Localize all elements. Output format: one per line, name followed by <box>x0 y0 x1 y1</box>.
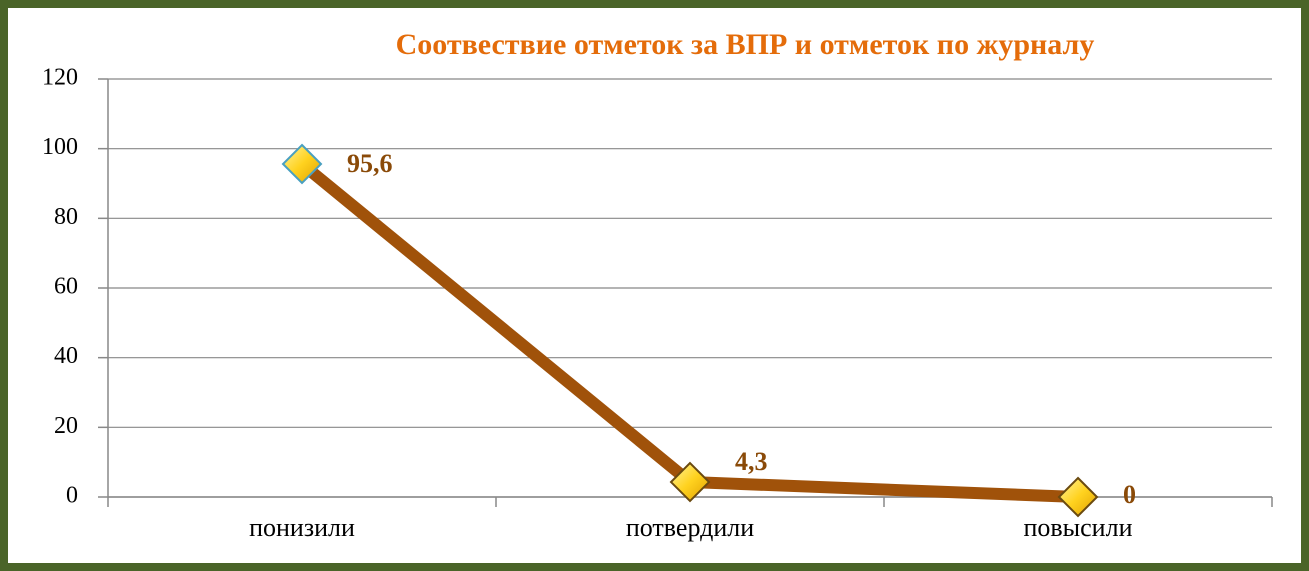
x-tick-label: потвердили <box>626 513 754 542</box>
data-label: 95,6 <box>347 149 393 178</box>
data-label: 0 <box>1123 480 1136 509</box>
y-tick-label: 120 <box>42 65 78 91</box>
x-tick-label: повысили <box>1023 513 1132 542</box>
chart-title: Соотвествие отметок за ВПР и отметок по … <box>396 28 1095 61</box>
y-tick-label: 20 <box>54 413 78 439</box>
marker <box>669 461 711 503</box>
y-tick-label: 80 <box>54 204 78 230</box>
y-tick-label: 40 <box>54 343 78 369</box>
y-tick-label: 100 <box>42 134 78 160</box>
y-tick-label: 60 <box>54 274 78 300</box>
x-tick-label: понизили <box>249 513 355 542</box>
data-label: 4,3 <box>735 447 768 476</box>
marker <box>1057 476 1099 518</box>
y-tick-label: 0 <box>66 483 78 509</box>
marker <box>281 143 323 185</box>
